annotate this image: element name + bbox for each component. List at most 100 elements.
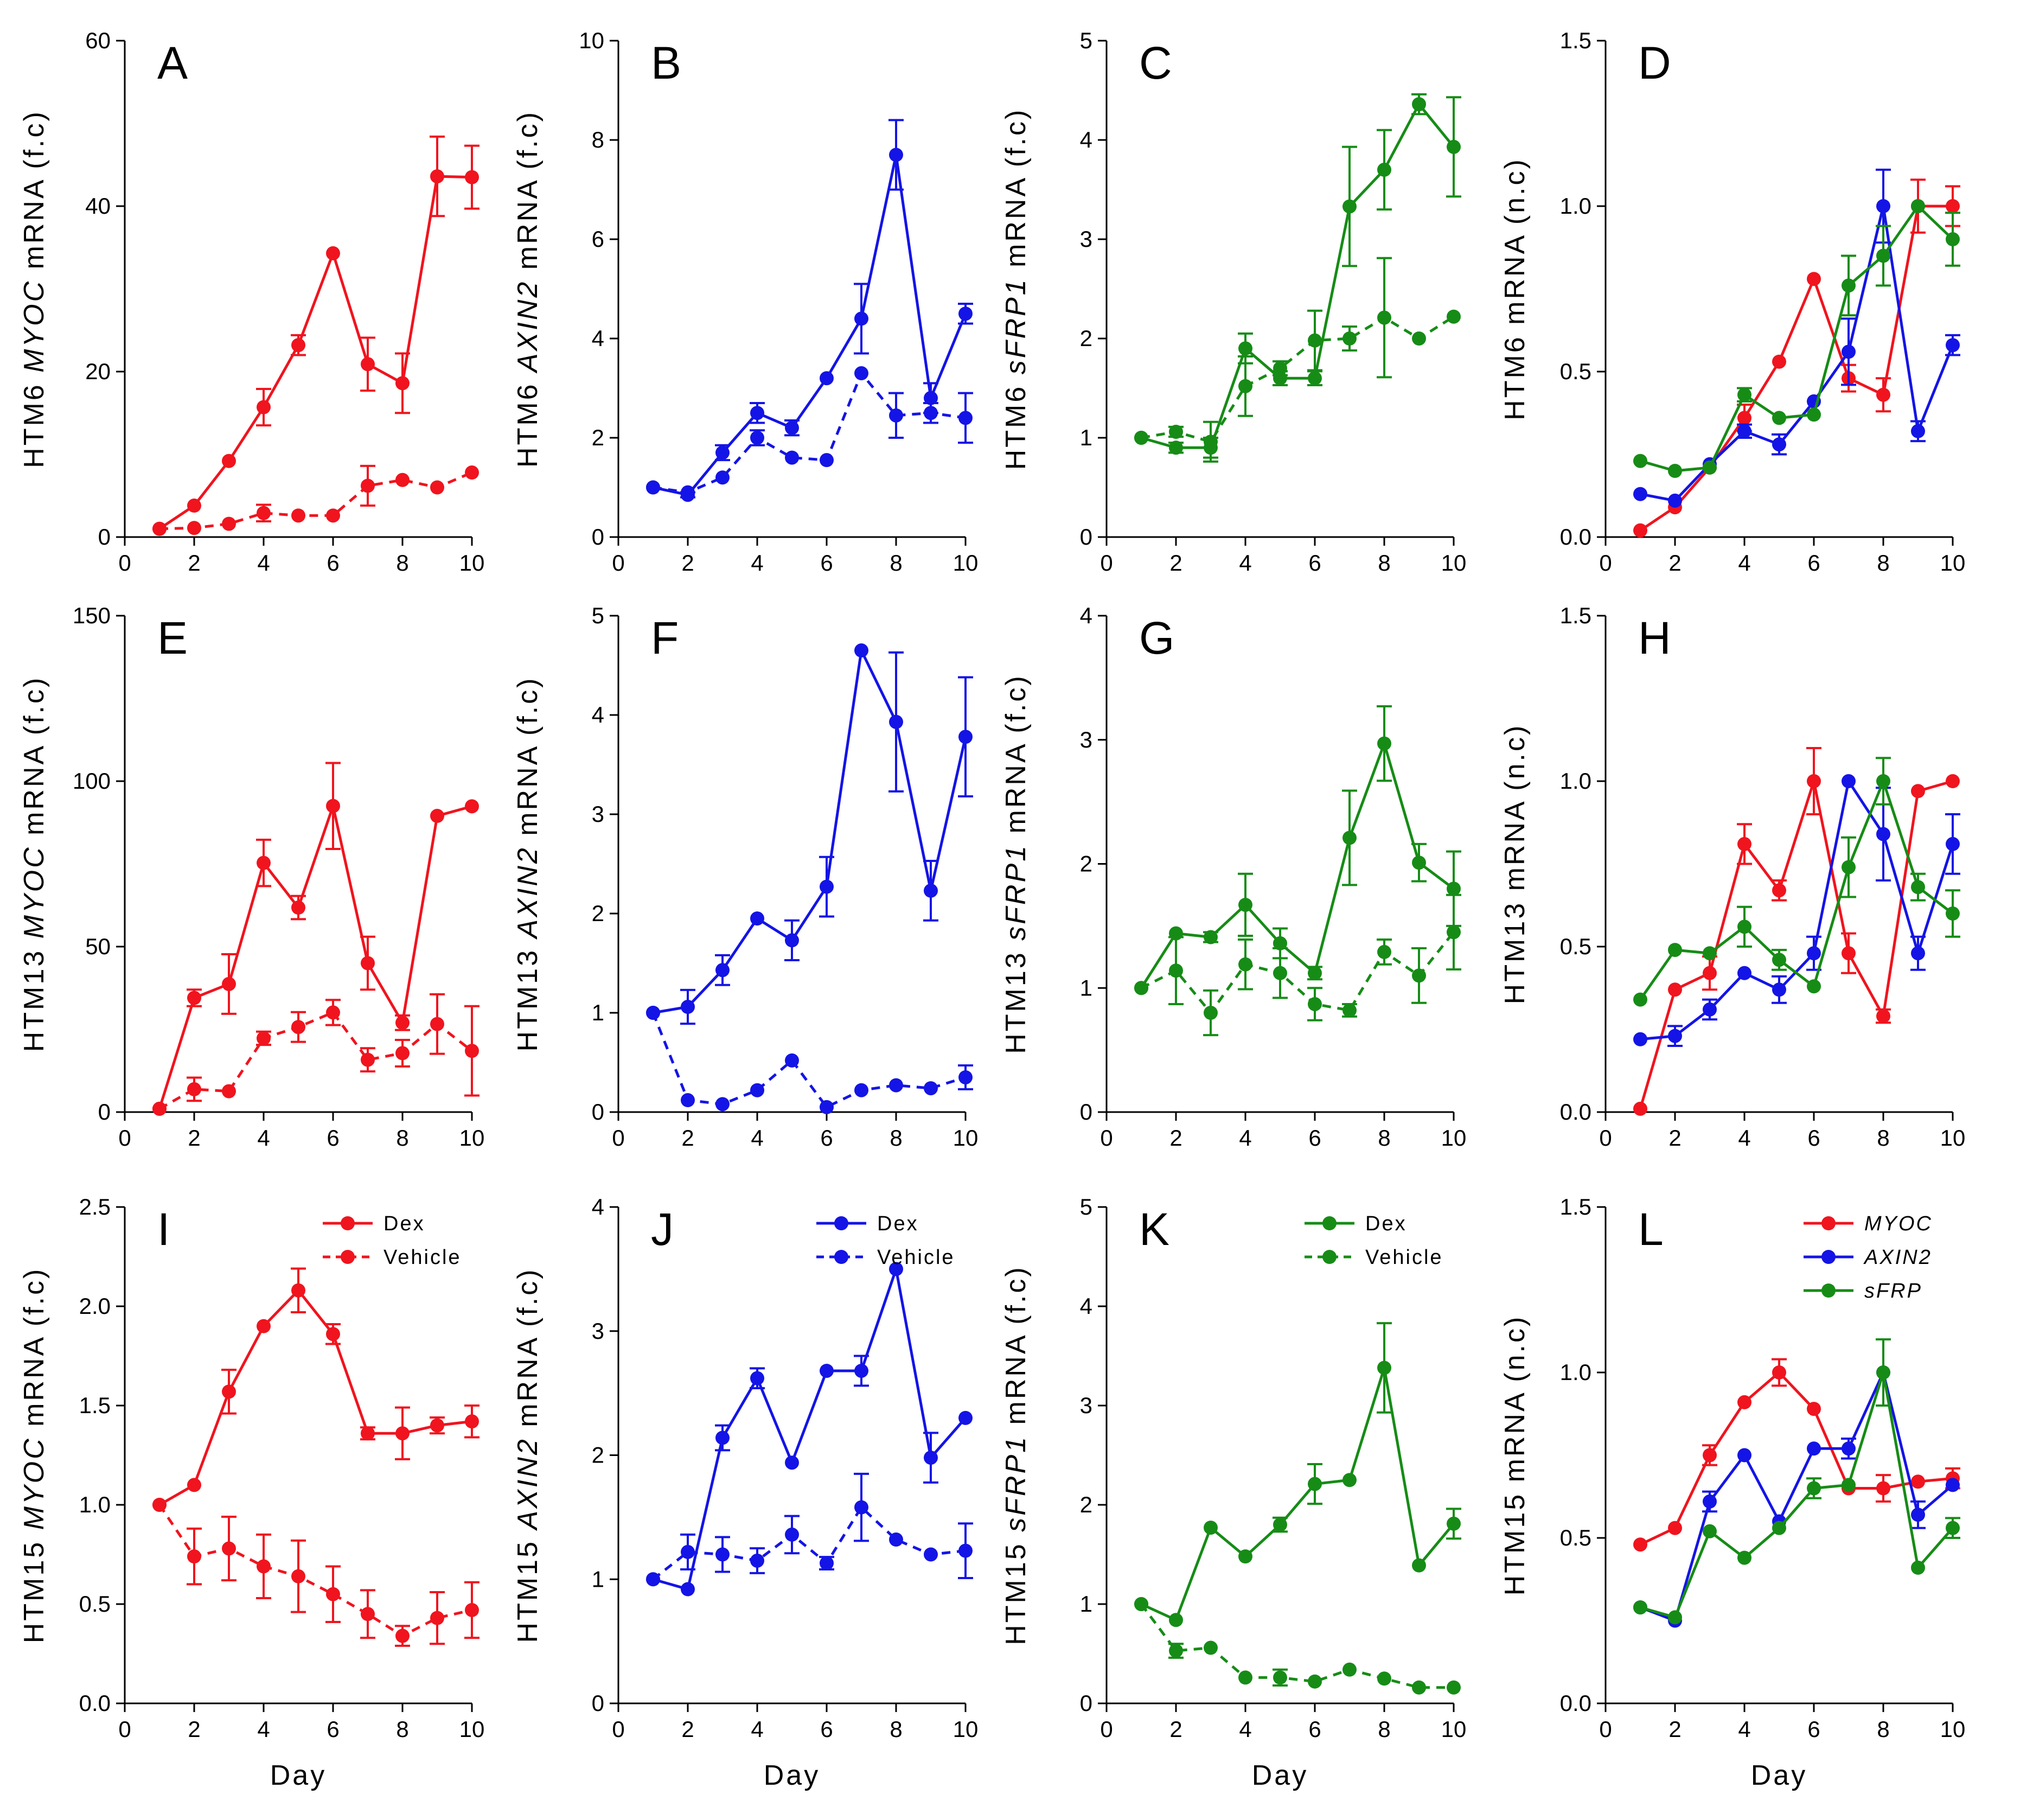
data-point — [361, 1426, 375, 1441]
legend-label: Vehicle — [1365, 1246, 1443, 1269]
panel-B: 0 2 4 6 8 10 0 2 4 6 8 10 HTM6 AXIN2 mRNA (f.c) B — [512, 28, 978, 576]
data-point — [1772, 354, 1786, 369]
x-tick-label: 4 — [751, 1716, 763, 1742]
legend-marker — [1322, 1216, 1337, 1230]
data-point — [361, 478, 375, 493]
y-tick-label: 3 — [1080, 1393, 1092, 1418]
series-line — [651, 1012, 966, 1109]
data-point — [854, 1083, 868, 1097]
data-point — [1447, 309, 1461, 324]
panel-letter: D — [1638, 37, 1671, 88]
legend-label: AXIN2 — [1863, 1246, 1932, 1269]
x-tick-label: 0 — [1599, 1125, 1612, 1151]
data-point — [1412, 968, 1426, 983]
y-axis-title-prefix: HTM15 — [18, 1530, 50, 1643]
series-line — [158, 175, 472, 530]
data-point — [854, 1500, 868, 1515]
data-point — [257, 1031, 271, 1045]
data-point — [820, 879, 834, 894]
x-tick-label: 8 — [1877, 550, 1889, 576]
y-tick-label: 5 — [1080, 1194, 1092, 1219]
data-point — [222, 516, 236, 531]
x-tick-label: 2 — [1169, 1125, 1182, 1151]
y-axis-title-gene: AXIN2 — [512, 846, 544, 940]
data-point — [750, 1553, 764, 1568]
y-tick-label: 1.0 — [1560, 768, 1591, 794]
data-point — [889, 714, 903, 729]
legend: Dex Vehicle — [816, 1212, 954, 1269]
series-line — [1640, 205, 1954, 502]
data-point — [924, 406, 938, 420]
data-point — [1633, 1537, 1647, 1552]
data-point — [395, 1629, 410, 1643]
data-point — [646, 480, 660, 495]
y-tick-label: 4 — [1080, 1293, 1092, 1319]
data-point — [785, 1455, 799, 1470]
y-axis-title: HTM15 sFRP1 mRNA (f.c) — [1000, 1265, 1032, 1645]
x-tick-label: 4 — [257, 1716, 270, 1742]
data-point — [820, 453, 834, 468]
data-point — [1842, 278, 1856, 293]
series-line — [1140, 1366, 1455, 1621]
panel-J: 0 1 2 3 4 0 2 4 6 8 10 HTM15 AXIN2 mRNA (f.c) Day J De… — [512, 1194, 978, 1791]
x-tick-label: 6 — [1308, 1125, 1321, 1151]
series-line — [1140, 931, 1455, 1014]
data-point — [187, 991, 201, 1005]
data-point — [1703, 966, 1717, 980]
data-point — [820, 1363, 834, 1378]
data-point — [820, 1100, 834, 1114]
data-point — [361, 1052, 375, 1067]
y-axis-title-suffix: mRNA (f.c) — [512, 110, 544, 280]
data-point — [1946, 232, 1960, 246]
series-dex — [152, 1267, 480, 1512]
data-point — [715, 1431, 730, 1445]
x-axis-title: Day — [1252, 1760, 1308, 1791]
x-tick-label: 4 — [751, 550, 763, 576]
x-tick-label: 0 — [1599, 1716, 1612, 1742]
y-tick-label: 4 — [592, 1194, 604, 1219]
x-tick-label: 2 — [1169, 550, 1182, 576]
legend-marker — [834, 1250, 848, 1264]
data-point — [1807, 979, 1821, 994]
series-vehicle — [646, 1006, 973, 1114]
y-tick-label: 1.5 — [1560, 28, 1591, 53]
data-point — [1807, 946, 1821, 961]
y-tick-label: 1.0 — [1560, 1359, 1591, 1385]
data-point — [854, 1363, 868, 1378]
x-tick-label: 6 — [1807, 1716, 1820, 1742]
data-point — [430, 809, 444, 823]
data-point — [187, 1478, 201, 1492]
data-point — [1412, 97, 1426, 112]
y-tick-label: 1 — [592, 1566, 604, 1592]
y-tick-label: 20 — [85, 359, 111, 384]
y-tick-label: 0 — [592, 1690, 604, 1716]
series-axin2 — [1633, 774, 1960, 1047]
y-tick-label: 1.5 — [1560, 603, 1591, 628]
x-tick-label: 0 — [118, 1716, 131, 1742]
x-tick-label: 6 — [820, 1125, 833, 1151]
data-point — [1238, 341, 1252, 356]
data-point — [1842, 860, 1856, 874]
data-point — [854, 643, 868, 658]
series-vehicle — [1134, 257, 1461, 463]
data-point — [1772, 953, 1786, 967]
data-point — [1412, 1680, 1426, 1695]
panel-letter: C — [1139, 37, 1172, 88]
data-point — [1737, 1550, 1751, 1565]
data-point — [1772, 437, 1786, 452]
data-point — [1911, 1474, 1925, 1489]
legend: Dex Vehicle — [1305, 1212, 1443, 1269]
series-vehicle — [152, 993, 480, 1116]
series-dex — [646, 643, 973, 1025]
data-point — [958, 730, 973, 744]
x-tick-label: 2 — [1668, 1716, 1681, 1742]
panel-C: 0 1 2 3 4 5 0 2 4 6 8 10 HTM6 sFRP1 mRNA (f.c) C — [1000, 28, 1466, 576]
x-tick-label: 8 — [890, 1125, 902, 1151]
series-line — [652, 1506, 966, 1581]
x-tick-label: 0 — [612, 550, 624, 576]
x-tick-label: 4 — [1239, 550, 1251, 576]
data-point — [187, 1549, 201, 1564]
legend-label: MYOC — [1864, 1212, 1933, 1235]
series-vehicle — [152, 464, 479, 536]
data-point — [1204, 1521, 1218, 1535]
